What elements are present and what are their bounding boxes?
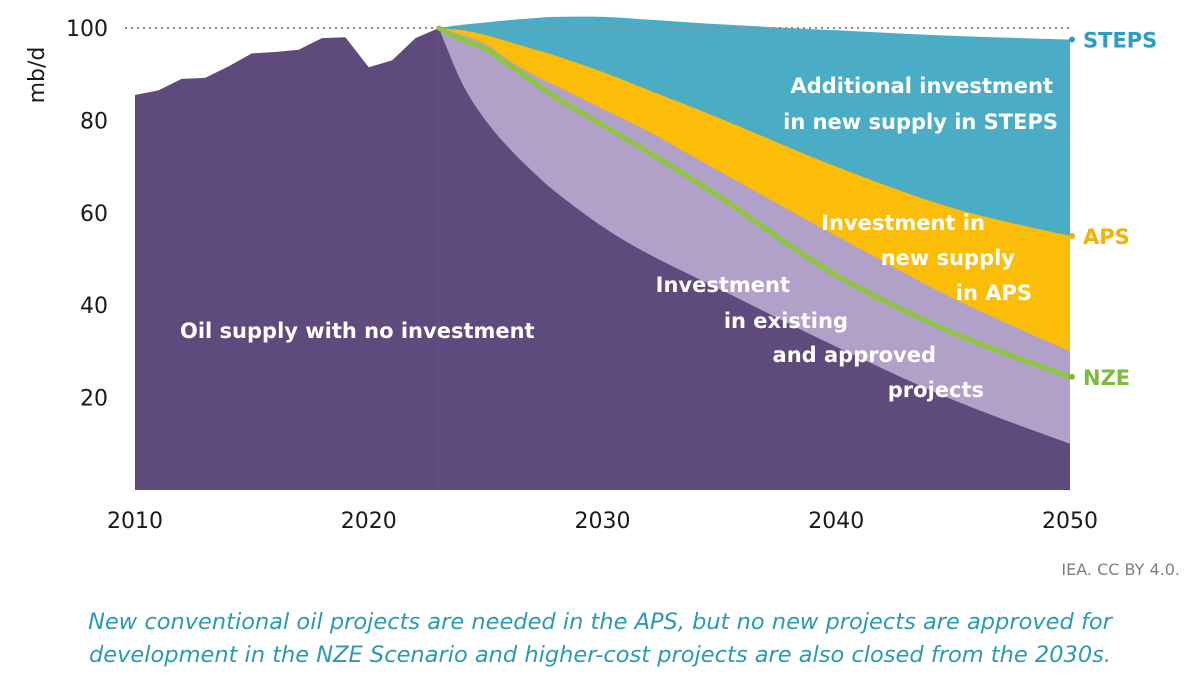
y-tick-label: 60 — [80, 202, 108, 227]
x-tick-label: 2030 — [575, 509, 631, 534]
annotation-aps: in APS — [956, 281, 1032, 305]
annotation-steps: Additional investment — [790, 74, 1053, 98]
x-tick-label: 2040 — [808, 509, 864, 534]
annotation-existing: and approved — [773, 343, 936, 367]
y-tick-label: 40 — [80, 294, 108, 319]
annotation-aps: Investment in — [821, 211, 985, 235]
y-axis-label: mb/d — [25, 47, 50, 104]
annotation-aps: new supply — [881, 246, 1016, 270]
end-label-nze: NZE — [1083, 366, 1130, 390]
end-label-steps: STEPS — [1083, 29, 1157, 53]
source-credit: IEA. CC BY 4.0. — [1061, 560, 1180, 579]
annotation-existing: projects — [888, 378, 984, 402]
y-tick-label: 20 — [80, 387, 108, 412]
caption-line: development in the NZE Scenario and high… — [88, 642, 1112, 668]
annotation-existing: Investment — [656, 273, 790, 297]
x-tick-label: 2020 — [341, 509, 397, 534]
y-tick-label: 100 — [66, 17, 108, 42]
caption-line: New conventional oil projects are needed… — [88, 609, 1112, 635]
x-tick-label: 2010 — [107, 509, 163, 534]
annotation-steps: in new supply in STEPS — [783, 110, 1058, 134]
y-tick-label: 80 — [80, 109, 108, 134]
x-tick-label: 2050 — [1042, 509, 1098, 534]
area-oil-supply-with-no-investment — [438, 28, 1070, 490]
end-label-aps: APS — [1083, 225, 1130, 249]
end-marker-nze — [1069, 373, 1075, 380]
nze-line — [436, 25, 1073, 380]
area-historical-supply — [135, 28, 439, 490]
figure-caption: New conventional oil projects are needed… — [0, 606, 1200, 672]
end-marker-steps — [1069, 36, 1075, 43]
annotation-existing: in existing — [724, 309, 848, 333]
end-marker-aps — [1069, 232, 1075, 239]
annotation-no-investment: Oil supply with no investment — [180, 319, 535, 343]
